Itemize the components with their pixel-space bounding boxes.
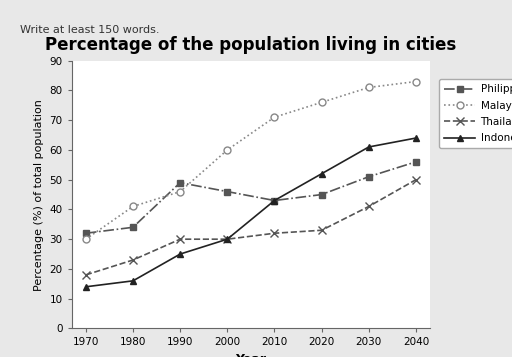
Malaysia <box>318 100 325 105</box>
Malaysia <box>224 148 230 152</box>
Philippines <box>366 175 372 179</box>
Thailand <box>224 237 230 241</box>
Line: Indonesia: Indonesia <box>82 135 419 290</box>
Philippines <box>177 181 183 185</box>
X-axis label: Year: Year <box>236 353 266 357</box>
Line: Thailand: Thailand <box>81 176 420 279</box>
Y-axis label: Percentage (%) of total population: Percentage (%) of total population <box>34 99 44 291</box>
Malaysia <box>366 85 372 90</box>
Thailand <box>130 258 136 262</box>
Malaysia <box>130 204 136 208</box>
Malaysia <box>271 115 278 119</box>
Philippines <box>413 160 419 164</box>
Indonesia <box>318 172 325 176</box>
Indonesia <box>271 198 278 203</box>
Text: Write at least 150 words.: Write at least 150 words. <box>20 25 160 35</box>
Thailand <box>83 273 89 277</box>
Philippines <box>83 231 89 235</box>
Thailand <box>366 204 372 208</box>
Philippines <box>271 198 278 203</box>
Thailand <box>318 228 325 232</box>
Line: Malaysia: Malaysia <box>82 78 419 243</box>
Indonesia <box>413 136 419 140</box>
Legend: Philippines, Malaysia, Thailand, Indonesia: Philippines, Malaysia, Thailand, Indones… <box>439 79 512 149</box>
Philippines <box>318 192 325 197</box>
Malaysia <box>177 190 183 194</box>
Title: Percentage of the population living in cities: Percentage of the population living in c… <box>45 36 457 54</box>
Malaysia <box>413 79 419 84</box>
Indonesia <box>177 252 183 256</box>
Indonesia <box>130 279 136 283</box>
Indonesia <box>224 237 230 241</box>
Philippines <box>224 190 230 194</box>
Malaysia <box>83 237 89 241</box>
Thailand <box>177 237 183 241</box>
Philippines <box>130 225 136 230</box>
Thailand <box>413 177 419 182</box>
Indonesia <box>366 145 372 149</box>
Line: Philippines: Philippines <box>83 159 419 236</box>
Thailand <box>271 231 278 235</box>
Indonesia <box>83 285 89 289</box>
